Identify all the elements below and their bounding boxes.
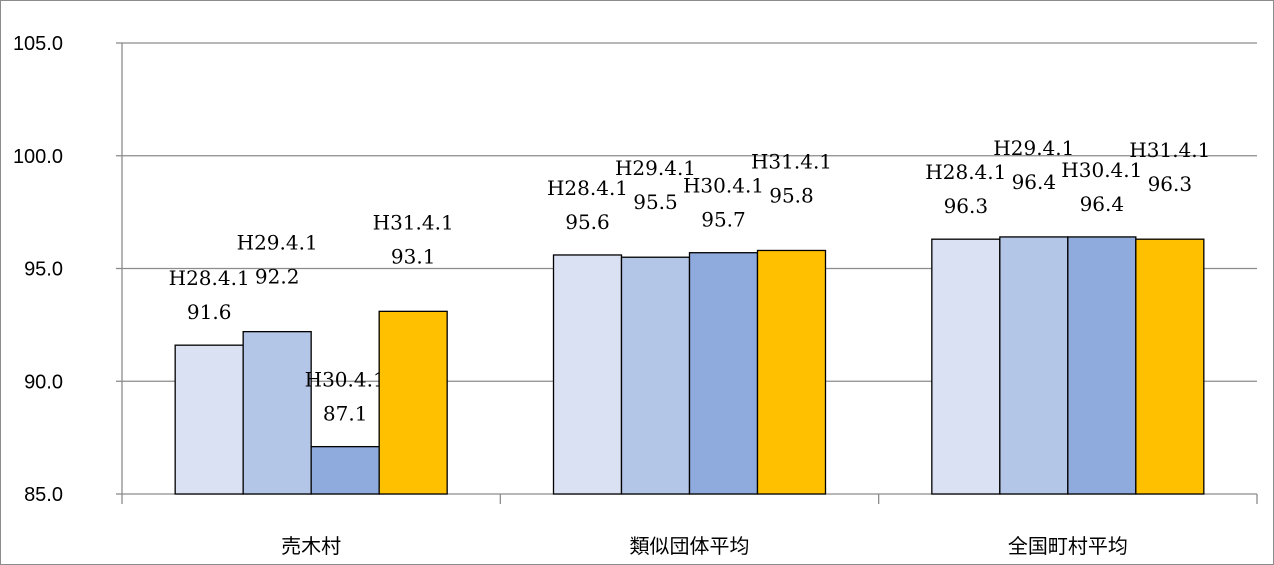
data-label-value: 95.6 (565, 210, 610, 234)
data-label-series: H31.4.1 (751, 149, 832, 173)
data-label-series: H28.4.1 (169, 266, 250, 290)
bar (620, 256, 691, 495)
data-label-series: H29.4.1 (615, 156, 696, 180)
data-label-value: 87.1 (323, 402, 368, 426)
y-tick-label: 90.0 (24, 371, 63, 393)
bar (688, 252, 759, 495)
bar (1135, 238, 1205, 495)
y-tick-label: 85.0 (24, 484, 63, 506)
data-label-value: 96.4 (1080, 192, 1125, 216)
data-label-value: 96.3 (1148, 172, 1193, 196)
data-label-series: H29.4.1 (237, 231, 318, 255)
x-category-label: 売木村 (281, 534, 341, 558)
data-label-value: 95.7 (701, 208, 746, 232)
bar (1067, 236, 1137, 495)
data-label-value: 95.5 (633, 190, 678, 214)
y-tick-label: 95.0 (24, 259, 63, 281)
data-label-value: 92.2 (255, 265, 300, 289)
data-label-value: 91.6 (187, 300, 232, 324)
bar (756, 249, 827, 495)
bar (378, 310, 448, 495)
data-label-value: 95.8 (769, 183, 814, 207)
data-label-value: 96.3 (944, 194, 989, 218)
data-label-series: H29.4.1 (993, 136, 1074, 160)
bar (999, 236, 1069, 495)
bar (552, 254, 623, 495)
data-label-series: H31.4.1 (373, 210, 454, 234)
data-label-series: H30.4.1 (305, 368, 386, 392)
bar (242, 330, 312, 495)
bar (931, 238, 1001, 495)
bar (310, 445, 380, 495)
x-category-label: 全国町村平均 (1008, 534, 1128, 558)
y-tick-label: 105.0 (13, 33, 63, 55)
data-label-value: 96.4 (1012, 170, 1057, 194)
data-label-value: 93.1 (391, 244, 436, 268)
data-label-series: H30.4.1 (683, 174, 764, 198)
data-label-series: H28.4.1 (925, 160, 1006, 184)
bar (174, 344, 244, 495)
data-label-series: H31.4.1 (1129, 138, 1210, 162)
data-label-series: H30.4.1 (1061, 158, 1142, 182)
x-category-label: 類似団体平均 (630, 534, 750, 558)
data-label-series: H28.4.1 (547, 176, 628, 200)
y-tick-label: 100.0 (13, 146, 63, 168)
